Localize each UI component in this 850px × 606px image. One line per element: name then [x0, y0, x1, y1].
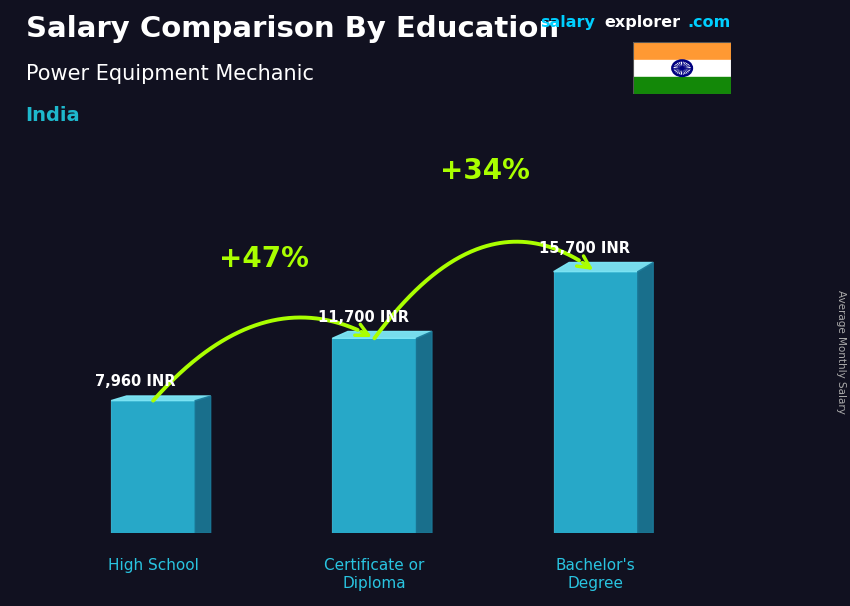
Text: Average Monthly Salary: Average Monthly Salary	[836, 290, 846, 413]
Text: +34%: +34%	[440, 156, 530, 185]
Polygon shape	[638, 262, 653, 533]
Bar	[633, 77, 731, 94]
Text: 7,960 INR: 7,960 INR	[95, 375, 176, 389]
Text: salary: salary	[540, 15, 595, 30]
Bar	[633, 59, 731, 77]
Circle shape	[681, 67, 683, 69]
Text: India: India	[26, 106, 80, 125]
Text: Certificate or
Diploma: Certificate or Diploma	[324, 558, 425, 591]
Polygon shape	[416, 331, 432, 533]
Bar	[633, 42, 731, 59]
Text: High School: High School	[108, 558, 199, 573]
Polygon shape	[196, 396, 211, 533]
Polygon shape	[111, 396, 211, 401]
Text: Salary Comparison By Education: Salary Comparison By Education	[26, 15, 558, 43]
Polygon shape	[332, 331, 432, 338]
Text: Bachelor's
Degree: Bachelor's Degree	[556, 558, 636, 591]
Text: explorer: explorer	[604, 15, 681, 30]
Text: +47%: +47%	[218, 245, 309, 273]
Text: 11,700 INR: 11,700 INR	[318, 310, 409, 325]
Text: 15,700 INR: 15,700 INR	[539, 241, 630, 256]
Text: .com: .com	[688, 15, 731, 30]
Polygon shape	[553, 262, 653, 271]
Text: Power Equipment Mechanic: Power Equipment Mechanic	[26, 64, 314, 84]
